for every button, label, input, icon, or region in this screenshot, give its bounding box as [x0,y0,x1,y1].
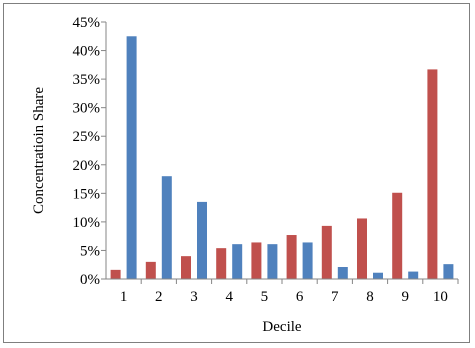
y-tick-label: 30% [73,101,101,117]
bar-series-1-decile-9 [392,192,403,279]
x-tick-label: 7 [331,289,339,305]
bar-series-2-decile-4 [232,244,243,279]
bar-series-2-decile-5 [267,244,278,279]
x-tick-label: 4 [225,289,233,305]
x-tick-label: 6 [296,289,304,305]
bar-series-2-decile-6 [302,242,313,279]
x-tick-label: 8 [366,289,374,305]
x-axis-ticks: 1 2 3 4 5 6 7 8 9 10 [120,279,459,305]
y-tick-label: 40% [73,44,101,60]
bar-series-1-decile-2 [145,261,156,279]
x-axis-title: Decile [262,319,301,335]
y-tick-label: 45% [73,15,101,31]
x-tick-label: 9 [401,289,409,305]
bar-series-2-decile-8 [373,272,383,279]
bar-series-2-decile-10 [443,264,454,279]
y-tick-label: 10% [73,215,101,231]
y-axis-title: Concentratioin Share [31,87,47,214]
bar-series-2-decile-3 [197,201,207,279]
x-tick-label: 10 [433,289,448,305]
x-tick-label: 2 [155,289,163,305]
y-tick-label: 35% [73,72,101,88]
bar-series-2-decile-2 [161,176,172,279]
bar-series-1-decile-10 [427,69,438,279]
x-tick-label: 1 [120,289,128,305]
y-tick-label: 20% [73,158,101,174]
bar-series-1-decile-8 [357,218,367,279]
x-tick-label: 5 [261,289,269,305]
chart-frame [3,3,470,343]
bar-series-1-decile-4 [216,248,227,279]
y-tick-label: 25% [73,129,101,145]
bar-series-1-decile-7 [321,225,332,279]
bars [110,36,454,280]
x-tick-label: 3 [190,289,198,305]
bar-series-2-decile-7 [337,267,348,279]
bar-series-2-decile-1 [126,36,137,280]
y-tick-label: 5% [80,243,100,259]
y-tick-label: 15% [73,186,101,202]
y-axis-ticks: 0% 5% 10% 15% 20% 25% 30% 35% 40% 45% [73,15,106,288]
bar-series-1-decile-1 [110,269,121,279]
bar-series-2-decile-9 [408,271,419,279]
y-tick-label: 0% [80,272,100,288]
bar-series-1-decile-5 [251,242,262,279]
bar-series-1-decile-6 [286,235,297,279]
bar-series-1-decile-3 [181,256,191,279]
